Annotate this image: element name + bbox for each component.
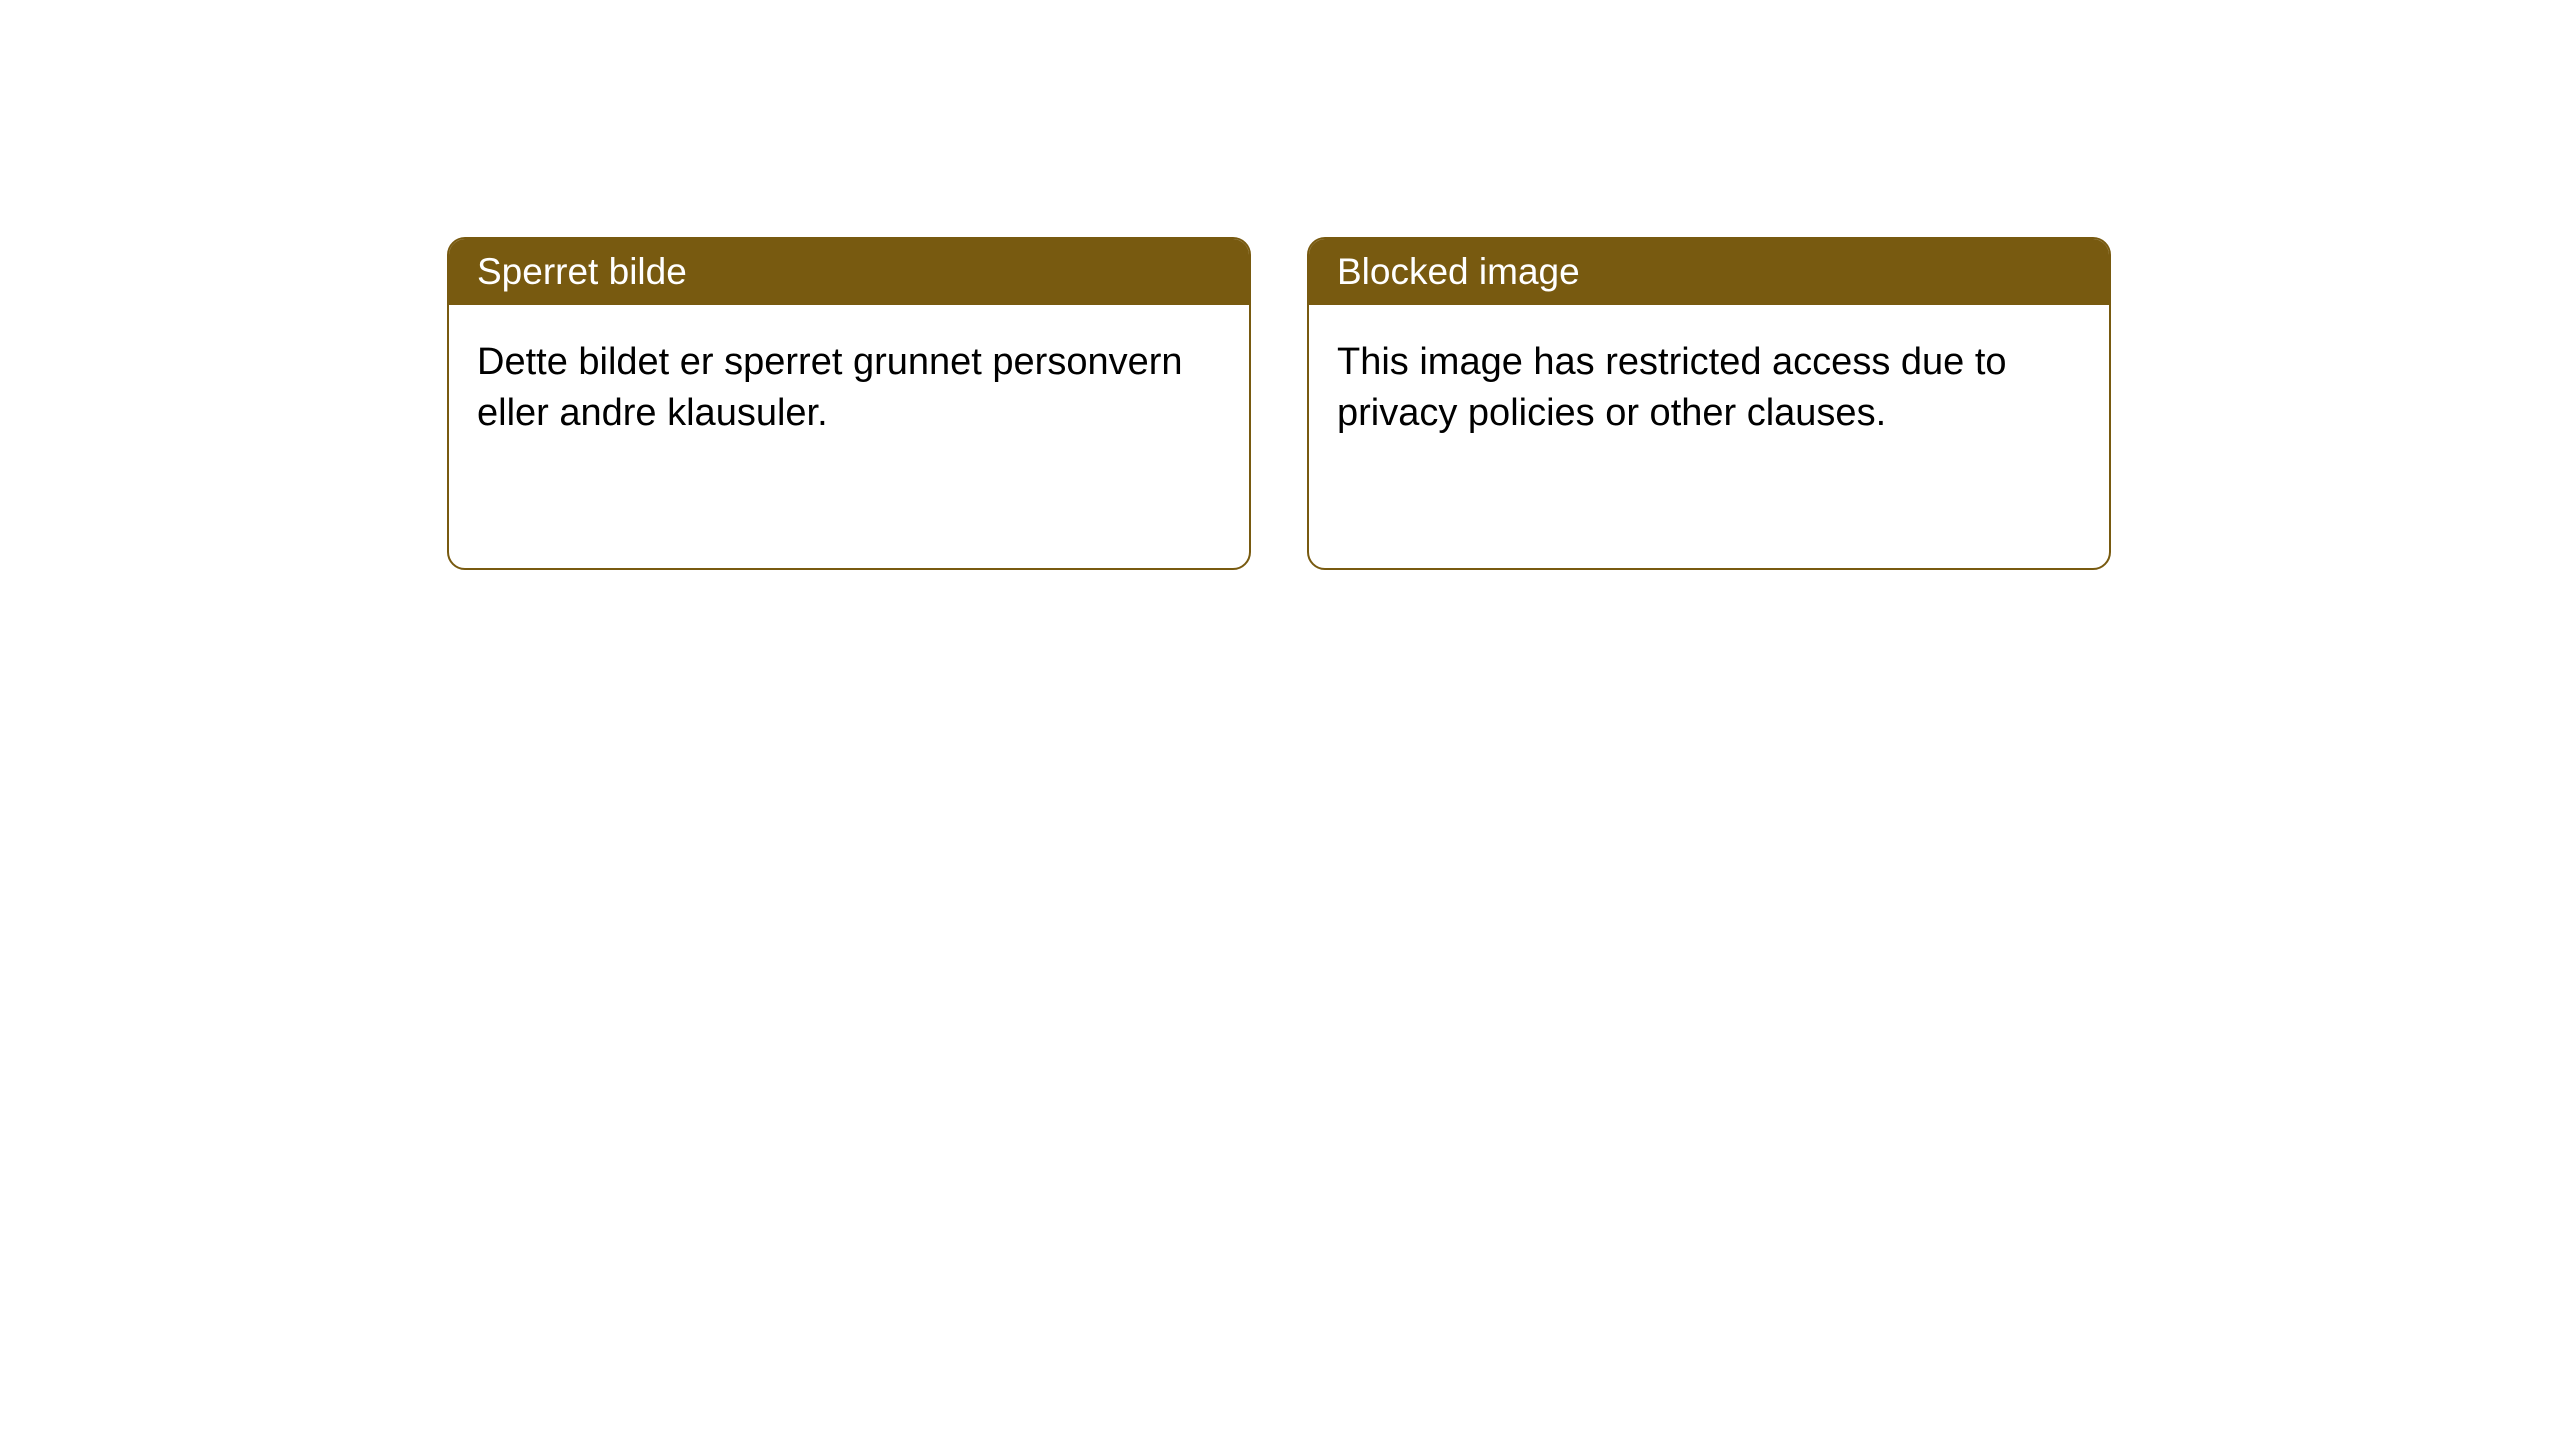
- notice-text-english: This image has restricted access due to …: [1337, 341, 2007, 434]
- notice-header-english: Blocked image: [1309, 239, 2109, 305]
- notice-title-norwegian: Sperret bilde: [477, 251, 687, 292]
- notice-container: Sperret bilde Dette bildet er sperret gr…: [0, 0, 2560, 570]
- notice-text-norwegian: Dette bildet er sperret grunnet personve…: [477, 341, 1183, 434]
- notice-header-norwegian: Sperret bilde: [449, 239, 1249, 305]
- notice-title-english: Blocked image: [1337, 251, 1580, 292]
- notice-body-norwegian: Dette bildet er sperret grunnet personve…: [449, 305, 1249, 472]
- notice-body-english: This image has restricted access due to …: [1309, 305, 2109, 472]
- notice-card-norwegian: Sperret bilde Dette bildet er sperret gr…: [447, 237, 1251, 570]
- notice-card-english: Blocked image This image has restricted …: [1307, 237, 2111, 570]
